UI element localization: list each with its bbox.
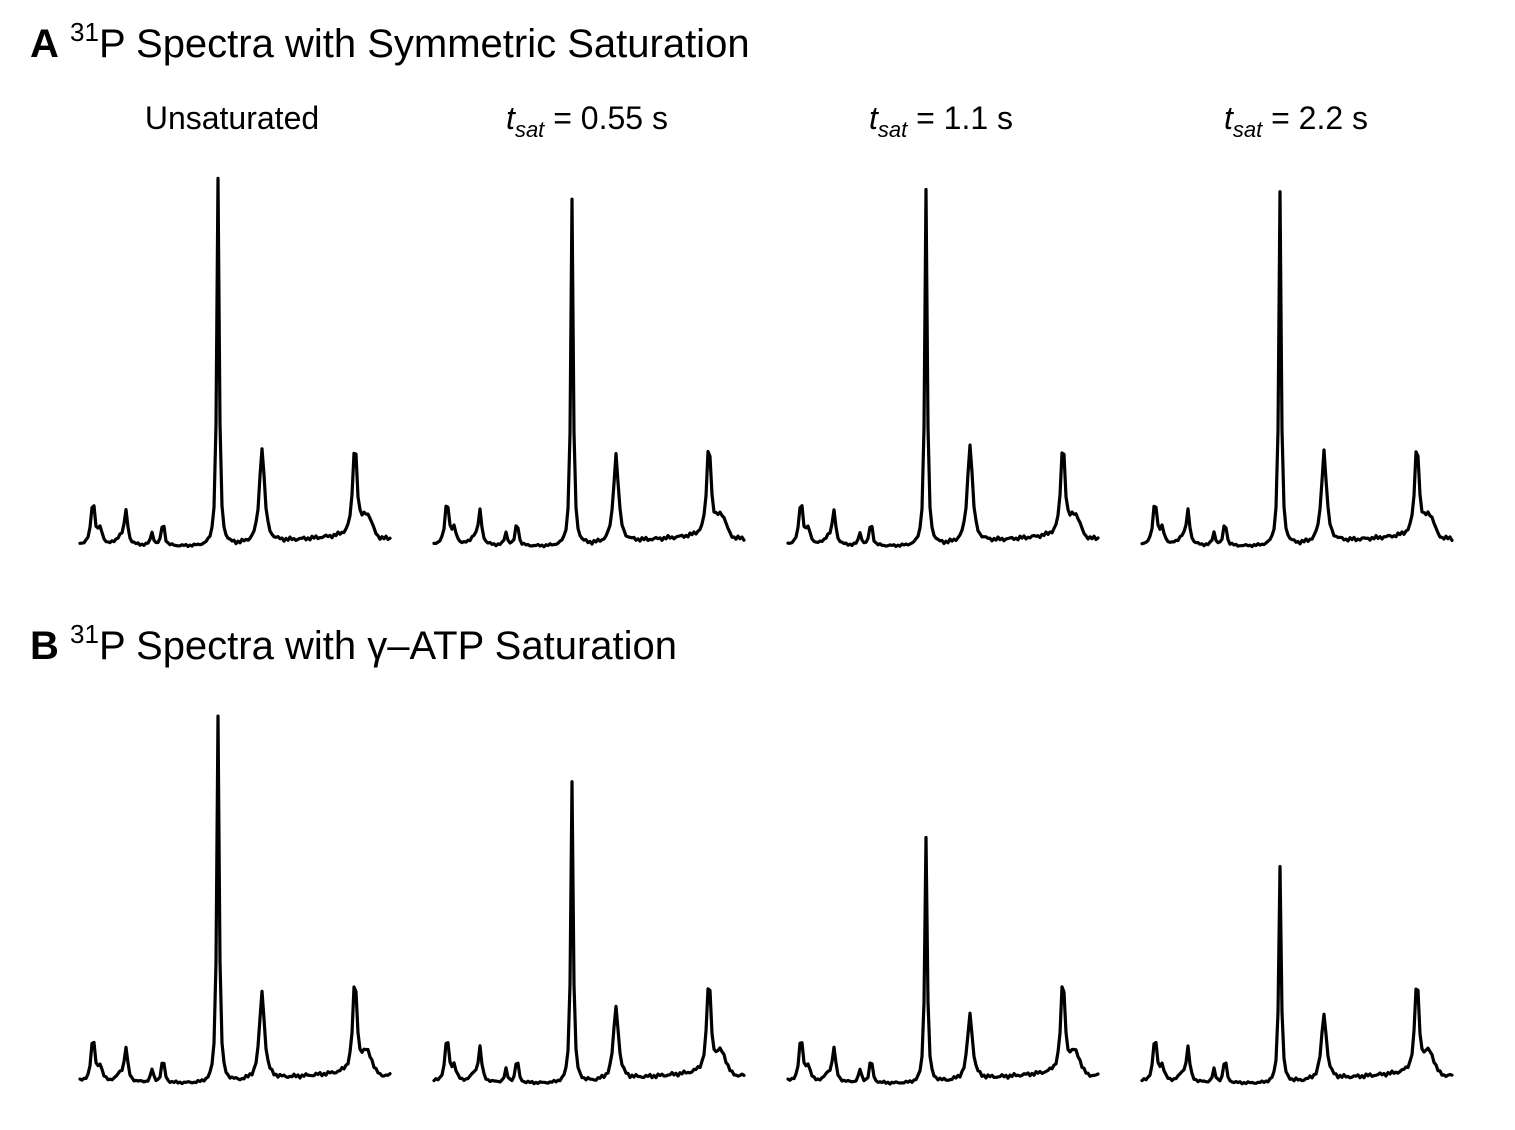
spectrum-trace-b-2	[432, 780, 746, 1086]
panel-a-title-text: P Spectra with Symmetric Saturation	[98, 22, 750, 66]
spectrum-trace-a-1	[78, 176, 392, 549]
column-label-tsat-11: tsat = 1.1 s	[868, 100, 1014, 142]
column-label-tsat-055: tsat = 0.55 s	[506, 100, 668, 142]
panel-b-title: B 31P Spectra with γ–ATP Saturation	[30, 621, 678, 669]
column-label-tsat-22: tsat = 2.2 s	[1223, 100, 1369, 142]
panel-b-letter: B	[30, 624, 59, 668]
spectrum-trace-b-1	[78, 714, 392, 1086]
panel-b-isotope-mass: 31	[70, 619, 99, 649]
panel-b-title-text: P Spectra with γ–ATP Saturation	[98, 624, 678, 668]
panel-a-isotope-mass: 31	[70, 17, 99, 47]
spectrum-trace-a-4	[1140, 190, 1454, 549]
panel-a-title: A 31P Spectra with Symmetric Saturation	[30, 19, 750, 67]
spectrum-trace-a-3	[786, 187, 1100, 549]
spectrum-trace-b-3	[786, 835, 1100, 1086]
spectrum-trace-a-2	[432, 197, 746, 549]
spectrum-trace-b-4	[1140, 865, 1454, 1086]
panel-a-letter: A	[30, 22, 59, 66]
column-label-unsaturated: Unsaturated	[144, 100, 320, 136]
